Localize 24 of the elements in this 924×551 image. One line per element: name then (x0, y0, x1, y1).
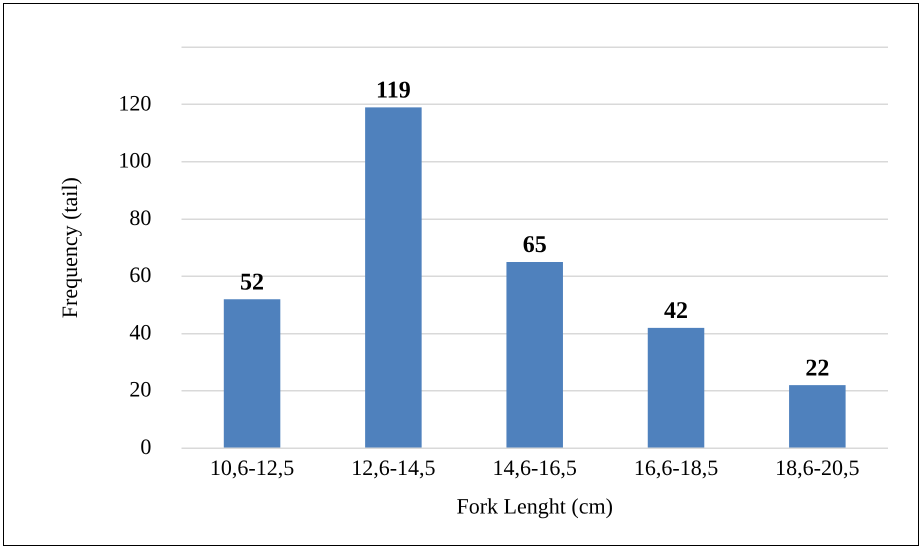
x-axis-title: Fork Lenght (cm) (456, 494, 613, 519)
data-label: 22 (805, 355, 830, 382)
x-tick-label: 12,6-14,5 (351, 455, 436, 480)
y-tick-label: 60 (129, 262, 152, 288)
x-tick-label: 14,6-16,5 (492, 455, 577, 480)
bar (365, 107, 422, 448)
data-label: 42 (664, 298, 688, 324)
x-tick-label: 18,6-20,5 (775, 455, 860, 480)
y-tick-label: 20 (129, 376, 152, 402)
x-tick-label: 10,6-12,5 (210, 455, 294, 480)
bar (506, 262, 563, 448)
y-tick-label: 100 (118, 148, 152, 173)
data-label: 65 (522, 232, 547, 258)
bar (648, 328, 704, 448)
data-label: 119 (376, 78, 411, 104)
y-tick-label: 40 (129, 319, 152, 344)
y-tick-label: 120 (118, 90, 152, 116)
data-label: 52 (240, 269, 264, 296)
y-tick-label: 80 (129, 204, 152, 230)
x-tick-label: 16,6-18,5 (634, 455, 718, 480)
bar (224, 299, 280, 448)
y-axis-title: Frequency (tail) (56, 177, 82, 318)
bar (789, 385, 846, 448)
y-tick-label: 0 (140, 434, 152, 459)
